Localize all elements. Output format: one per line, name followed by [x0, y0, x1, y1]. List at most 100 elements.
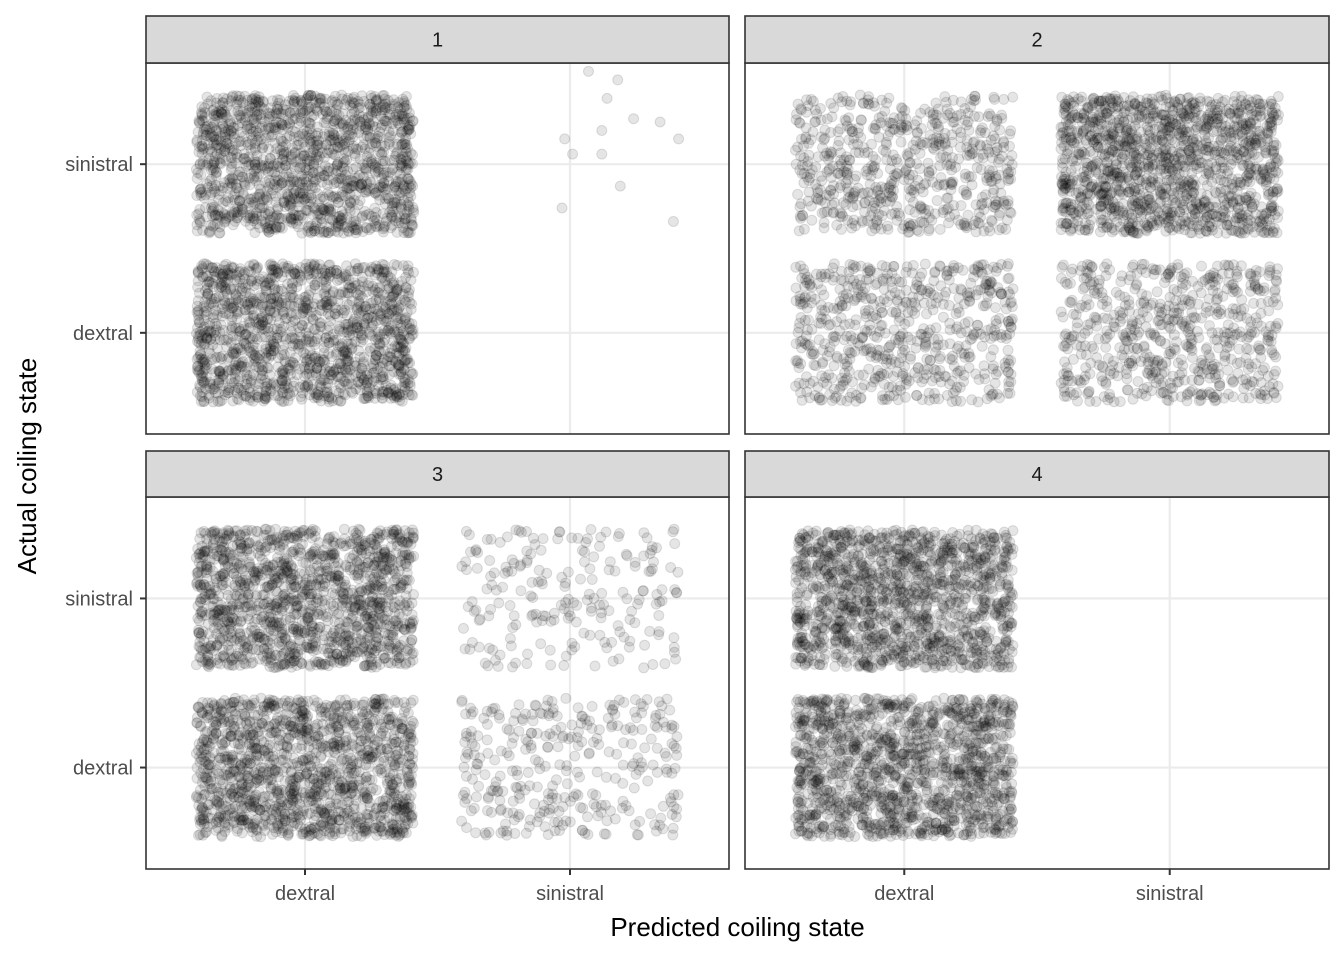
data-point [841, 95, 853, 107]
data-point [904, 353, 916, 365]
data-point [251, 333, 263, 345]
data-point [208, 158, 220, 170]
data-point [795, 387, 807, 399]
data-point [282, 362, 294, 374]
data-point [305, 89, 317, 101]
data-point [946, 178, 957, 190]
data-point [973, 111, 985, 123]
data-point [327, 127, 339, 139]
data-point [792, 188, 804, 200]
data-point [841, 330, 853, 342]
data-point [947, 112, 959, 124]
data-point [951, 343, 963, 355]
data-point [295, 308, 307, 320]
data-point [270, 116, 282, 128]
data-point [911, 389, 923, 401]
data-point [242, 119, 254, 131]
data-point [338, 227, 350, 239]
data-point [310, 220, 322, 232]
data-point [795, 296, 807, 308]
data-point [207, 105, 218, 117]
data-point [923, 166, 935, 178]
data-point [207, 204, 219, 215]
data-point [951, 321, 963, 333]
data-point [995, 259, 1007, 270]
data-point [194, 317, 206, 328]
data-point [339, 348, 351, 360]
data-point [877, 353, 889, 365]
data-point [346, 282, 358, 294]
data-point [254, 202, 266, 214]
data-point [273, 212, 285, 224]
data-point [332, 305, 344, 317]
data-point [240, 286, 252, 298]
data-point [899, 105, 911, 117]
data-point [406, 324, 418, 336]
data-point [823, 346, 835, 358]
data-point [806, 323, 818, 335]
data-point [288, 376, 300, 388]
data-point [988, 91, 1000, 103]
data-point [955, 131, 967, 143]
data-point [921, 353, 933, 365]
data-point [887, 371, 899, 382]
data-point [982, 111, 994, 122]
data-point [844, 273, 856, 285]
data-point [992, 196, 1004, 208]
data-point [198, 306, 210, 318]
data-point [329, 136, 341, 148]
data-point [252, 162, 263, 174]
data-point [932, 103, 944, 115]
data-point [259, 280, 271, 292]
data-point [817, 356, 829, 368]
data-point [815, 114, 827, 126]
data-point [801, 94, 813, 106]
data-point [203, 225, 215, 237]
data-point [244, 370, 256, 381]
data-point [825, 148, 837, 160]
data-point [377, 366, 389, 378]
data-point [225, 284, 236, 296]
data-point [268, 261, 280, 272]
data-point [601, 92, 613, 104]
data-point [214, 221, 226, 233]
data-point [278, 197, 290, 208]
data-point [253, 168, 265, 180]
data-point [890, 171, 901, 182]
data-point [380, 98, 392, 110]
data-point [276, 123, 288, 135]
data-point [914, 201, 926, 213]
data-point [985, 390, 997, 402]
data-point [970, 199, 982, 211]
data-point [352, 376, 364, 388]
data-point [280, 146, 292, 158]
data-point [320, 117, 332, 129]
data-point [377, 226, 389, 238]
data-point [868, 376, 880, 388]
data-point [962, 116, 974, 128]
data-point [954, 365, 966, 377]
data-point [815, 194, 827, 206]
data-point [406, 218, 418, 230]
data-point [396, 147, 408, 159]
data-point [230, 322, 242, 334]
data-point [264, 220, 276, 231]
data-point [295, 115, 307, 127]
data-point [673, 133, 685, 145]
data-point [878, 368, 890, 380]
data-point [299, 352, 311, 364]
data-point [245, 128, 257, 140]
data-point [193, 208, 205, 220]
data-point [342, 199, 354, 211]
facet-strip-label: 1 [432, 30, 443, 52]
data-point [1000, 361, 1012, 373]
data-point [838, 165, 850, 177]
data-point [347, 323, 358, 335]
data-point [862, 146, 874, 158]
data-point [346, 93, 358, 105]
data-point [874, 326, 885, 338]
data-point [389, 197, 401, 208]
data-point [320, 106, 332, 118]
data-point [294, 187, 306, 199]
data-point [873, 209, 885, 220]
